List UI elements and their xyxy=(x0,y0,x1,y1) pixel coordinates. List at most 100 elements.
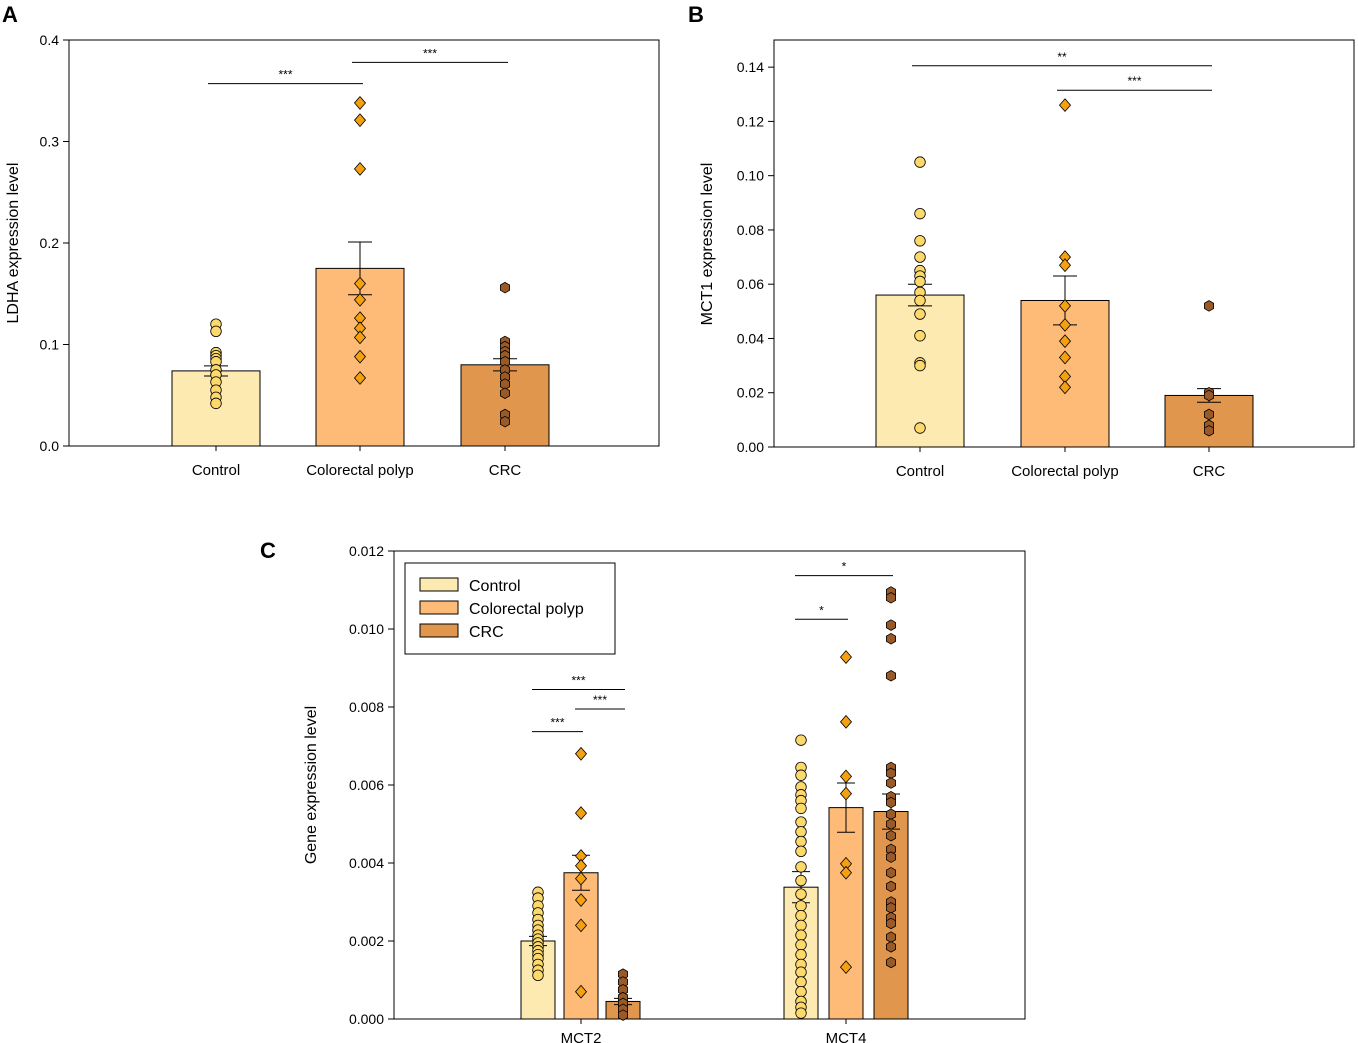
panel-b-point-polyp xyxy=(1058,98,1072,113)
panel-c-point-control xyxy=(795,976,807,988)
panel-b-ytick-label: 0.14 xyxy=(737,59,764,75)
panel-b-point-polyp xyxy=(1058,334,1072,349)
panel-c-point-crc xyxy=(886,619,896,631)
panel-a-ytick-label: 0.1 xyxy=(40,337,60,353)
legend-swatch-crc xyxy=(419,623,459,638)
panel-c-point-polyp xyxy=(839,714,853,729)
panel-b-point-crc xyxy=(1204,389,1214,402)
legend-label-control: Control xyxy=(469,578,521,595)
panel-c-point-crc xyxy=(886,956,896,969)
legend-swatch-polyp xyxy=(419,600,459,615)
panel-a-point-polyp xyxy=(353,113,367,128)
panel-c-point-polyp xyxy=(574,918,588,933)
panel-b-point-control xyxy=(914,308,926,320)
panel-c-ytick-label: 0.002 xyxy=(349,933,384,949)
panel-b-point-control xyxy=(914,294,926,307)
panel-b-point-control xyxy=(914,359,926,372)
panel-c-point-crc xyxy=(886,592,896,604)
panel-c-xtick-label: MCT4 xyxy=(826,1030,867,1043)
panel-b-ytick-label: 0.00 xyxy=(737,439,764,455)
panel-b-ylabel: MCT1 expression level xyxy=(699,163,716,326)
panel-c-point-control xyxy=(795,835,807,848)
panel-b-point-control xyxy=(914,251,926,263)
panel-a-point-polyp xyxy=(353,276,367,291)
panel-a-point-crc xyxy=(500,387,510,399)
panel-a-sig-label: *** xyxy=(278,68,292,82)
panel-a-point-crc xyxy=(500,281,510,294)
panel-c-point-crc xyxy=(886,917,896,930)
panel-a-plot: 0.0 0.1 0.2 0.3 0.4 Control Colorectal polyp CR… xyxy=(40,32,660,479)
panel-c-point-crc xyxy=(886,808,896,821)
panel-c-sig-label: * xyxy=(819,603,824,617)
panel-a-point-polyp xyxy=(353,349,367,364)
panel-label-c: C xyxy=(260,538,276,563)
panel-c-point-polyp xyxy=(839,865,853,880)
panel-a-point-polyp xyxy=(353,292,367,307)
panel-c-point-polyp xyxy=(574,871,588,886)
panel-c-plot: 0.000 0.002 0.004 0.006 0.008 0.010 0.012 MCT2 M… xyxy=(349,543,1026,1043)
panel-c-ytick-label: 0.012 xyxy=(349,543,384,559)
panel-c-point-polyp xyxy=(574,984,588,999)
panel-b-point-crc xyxy=(1204,408,1214,421)
panel-a-sig-label: *** xyxy=(423,46,437,60)
panel-a-ytick-label: 0.3 xyxy=(40,134,60,150)
panel-c-ytick-label: 0.004 xyxy=(349,855,384,871)
panel-label-b: B xyxy=(688,2,704,27)
panel-b-plot: 0.00 0.02 0.04 0.06 0.08 0.10 0.12 0.14 Control C… xyxy=(737,39,1355,480)
panel-c-point-polyp xyxy=(574,746,588,761)
panel-c-point-control xyxy=(795,909,807,922)
panel-a-ylabel: LDHA expression level xyxy=(5,163,22,324)
panel-c-point-crc xyxy=(886,880,896,893)
panel-c-ytick-label: 0.006 xyxy=(349,777,384,793)
panel-b-ytick-label: 0.12 xyxy=(737,113,764,129)
panel-c-ytick-label: 0.008 xyxy=(349,699,384,715)
panel-c-point-control xyxy=(795,986,807,998)
panel-b-xtick-label: CRC xyxy=(1193,463,1226,480)
panel-a-ytick-label: 0.2 xyxy=(40,235,60,251)
panel-c-point-control xyxy=(795,874,807,887)
panel-b-point-polyp xyxy=(1058,380,1072,395)
panel-c-point-polyp xyxy=(839,786,853,801)
legend-label-polyp: Colorectal polyp xyxy=(469,601,584,618)
panel-b-ytick-label: 0.02 xyxy=(737,385,764,401)
panel-b-xtick-label: Colorectal polyp xyxy=(1011,463,1119,480)
panel-a-point-polyp xyxy=(353,96,367,110)
panel-b-point-control xyxy=(914,422,926,434)
panel-c-point-control xyxy=(795,769,807,781)
panel-a-point-crc xyxy=(500,415,510,428)
panel-c-ylabel: Gene expression level xyxy=(303,706,320,864)
panel-a-ytick-label: 0.0 xyxy=(40,438,60,454)
panel-c-sig-label: *** xyxy=(571,673,585,687)
panel-c-point-crc xyxy=(886,941,896,953)
panel-c-point-control xyxy=(795,966,807,978)
panel-b-ytick-label: 0.10 xyxy=(737,168,764,184)
panel-c-point-crc xyxy=(886,777,896,789)
panel-c-point-control xyxy=(795,845,807,858)
panel-c-point-crc xyxy=(886,796,896,809)
panel-b-ytick-label: 0.06 xyxy=(737,276,764,292)
panel-c-sig-label: *** xyxy=(593,693,607,707)
panel-c-point-control xyxy=(795,1007,807,1019)
panel-c-point-polyp xyxy=(574,893,588,907)
legend-label-crc: CRC xyxy=(469,624,504,641)
panel-a-xtick-label: CRC xyxy=(489,462,522,479)
panel-b-point-crc xyxy=(1204,424,1214,437)
panel-c-point-control xyxy=(795,734,807,746)
panel-c-xtick-label: MCT2 xyxy=(561,1030,602,1043)
panel-b-ytick-label: 0.04 xyxy=(737,330,764,346)
panel-c-point-polyp xyxy=(839,769,853,784)
panel-c-point-polyp xyxy=(574,858,588,873)
panel-c-ytick-label: 0.000 xyxy=(349,1011,384,1027)
panel-c-point-crc xyxy=(886,931,896,943)
panel-c-point-control xyxy=(795,861,807,873)
panel-c-point-control xyxy=(795,816,807,828)
panel-c-point-crc xyxy=(886,829,896,842)
panel-b-point-polyp xyxy=(1058,350,1072,365)
panel-c-point-polyp xyxy=(574,806,588,820)
panel-a-point-polyp xyxy=(353,330,367,345)
panel-a-point-control xyxy=(210,325,222,338)
panel-b-point-control xyxy=(914,330,926,342)
panel-c-point-control xyxy=(795,888,807,900)
panel-c-point-crc xyxy=(886,632,896,645)
